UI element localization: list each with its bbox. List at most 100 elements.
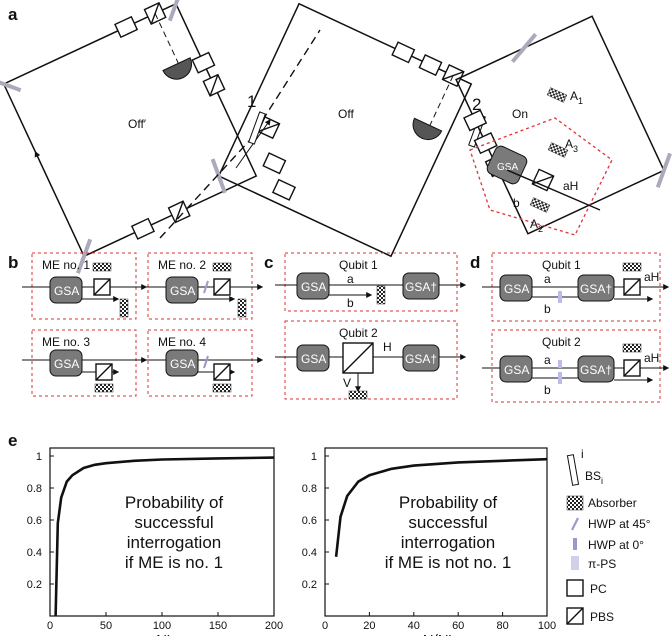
annotation-line: successful xyxy=(408,513,487,532)
gsa-c1: GSA xyxy=(301,280,326,294)
panel-a-label: a xyxy=(8,5,18,24)
x-tick-label: 50 xyxy=(100,620,112,632)
gsadag-c1: GSA† xyxy=(405,280,437,294)
panel-b-label: b xyxy=(8,253,18,272)
me3-gsa: GSA xyxy=(54,357,79,371)
annotation-line: successful xyxy=(134,513,213,532)
annotation-line: if ME is not no. 1 xyxy=(385,553,512,572)
legend-pc-swatch xyxy=(566,579,584,597)
x-axis-label: N′ xyxy=(155,632,170,636)
x-tick-label: 20 xyxy=(363,620,375,632)
x-tick-label: 100 xyxy=(153,620,171,632)
ah-label-a: aH xyxy=(563,179,578,193)
me4-box: ME no. 4 GSA xyxy=(138,329,264,397)
panel-b: b ME no. 1 GSA ME no. 2 GSA xyxy=(8,252,264,397)
plot-frame xyxy=(49,447,275,617)
a2-label: A2 xyxy=(530,217,543,234)
a-label-c: a xyxy=(347,272,354,286)
b-label-d2: b xyxy=(544,383,551,397)
gsa-d1: GSA xyxy=(504,282,529,296)
annotation-line: Probability of xyxy=(125,493,224,512)
qubit2-label-d: Qubit 2 xyxy=(542,335,581,349)
plot-ME-no1: 0 50 100 150 200 0.2 0.4 0.6 0.8 1 N′ Probability o… xyxy=(27,447,283,636)
interferometer-off xyxy=(210,2,473,258)
y-tick-label: 0.4 xyxy=(27,547,42,559)
x-tick-label: 0 xyxy=(322,620,328,632)
a1-label: A1 xyxy=(570,89,583,106)
me2-box: ME no. 2 GSA xyxy=(138,252,264,320)
x-tick-label: 80 xyxy=(496,620,508,632)
beamsplitter-1 xyxy=(248,111,266,145)
me2-gsa: GSA xyxy=(170,284,195,298)
beamsplitter-2-label: 2 xyxy=(472,95,481,114)
me1-box: ME no. 1 GSA xyxy=(22,252,148,320)
me3-label: ME no. 3 xyxy=(42,335,90,349)
annotation-line: interrogation xyxy=(127,533,222,552)
interferometer-on xyxy=(455,15,672,235)
a3-label: A3 xyxy=(565,137,578,154)
interferometer-off-prime xyxy=(0,0,258,274)
x-axis-label: N/N′ xyxy=(422,632,452,636)
me1-label: ME no. 1 xyxy=(42,258,90,272)
v-label-c: V xyxy=(343,376,351,390)
annotation-line: Probability of xyxy=(399,493,498,512)
gsa-inset-box xyxy=(469,117,613,236)
b-label-a: b xyxy=(513,196,520,210)
qubit1-label-d: Qubit 1 xyxy=(542,258,581,272)
y-tick-label: 0.8 xyxy=(27,483,42,495)
y-tick-label: 0.2 xyxy=(302,579,317,591)
plot-ME-not-no1: 0 20 40 60 80 100 0.2 0.4 0.6 0.8 1 N/N′ Probability… xyxy=(302,447,556,636)
a-label-d1: a xyxy=(544,272,551,286)
qubit2-box-c: Qubit 2 GSA GSA† H V xyxy=(275,320,467,400)
x-tick-label: 60 xyxy=(452,620,464,632)
annotation-line: if ME is no. 1 xyxy=(125,553,223,572)
y-tick-label: 0.4 xyxy=(302,547,317,559)
legend-bs-swatch xyxy=(566,454,580,486)
legend: BSi i Absorber HWP at 45° HWP at 0° π-PS… xyxy=(566,447,651,625)
qubit1-box-c: Qubit 1 GSA GSA† a b xyxy=(275,252,467,312)
plot-frame xyxy=(324,447,548,617)
panel-c-label: c xyxy=(264,253,273,272)
on-label: On xyxy=(512,107,528,121)
beamsplitter-1-label: 1 xyxy=(247,92,256,111)
b-label-c: b xyxy=(347,296,354,310)
qubit2-box-d: Qubit 2 GSA GSA† a b aH xyxy=(482,329,670,403)
legend-absorber: Absorber xyxy=(588,496,637,510)
series-line xyxy=(54,456,275,617)
gsadag-c2: GSA† xyxy=(405,352,437,366)
gsa-c2: GSA xyxy=(301,352,326,366)
me1-gsa: GSA xyxy=(54,284,79,298)
me4-gsa: GSA xyxy=(170,357,195,371)
panel-d-label: d xyxy=(470,253,480,272)
series-line xyxy=(334,457,548,557)
legend-hwp45-swatch xyxy=(571,517,579,531)
b-label-d1: b xyxy=(544,302,551,316)
y-tick-label: 0.2 xyxy=(27,579,42,591)
off-prime-label: Off′ xyxy=(128,117,147,131)
qubit1-label-c: Qubit 1 xyxy=(339,258,378,272)
annotation-line: interrogation xyxy=(401,533,496,552)
ah-label-d2: aH xyxy=(644,351,659,365)
panel-c: c Qubit 1 GSA GSA† a b Qubit 2 GSA GSA† xyxy=(264,252,467,400)
x-tick-label: 150 xyxy=(209,620,227,632)
gsadag-d2: GSA† xyxy=(580,363,612,377)
x-tick-label: 100 xyxy=(538,620,556,632)
gsadag-d1: GSA† xyxy=(580,282,612,296)
me4-label: ME no. 4 xyxy=(158,335,206,349)
y-tick-label: 1 xyxy=(36,451,42,463)
y-tick-label: 0.6 xyxy=(302,515,317,527)
legend-hwp0-swatch xyxy=(573,538,577,550)
panel-d: d Qubit 1 GSA GSA† a b aH Qubit 2 GSA GS xyxy=(470,252,670,403)
x-tick-label: 200 xyxy=(265,620,283,632)
legend-hwp0: HWP at 0° xyxy=(588,538,644,552)
panel-e-label: e xyxy=(8,431,17,450)
legend-bs-sup: i xyxy=(581,447,584,461)
qubit2-label-c: Qubit 2 xyxy=(339,326,378,340)
legend-pc: PC xyxy=(590,582,607,596)
x-tick-label: 0 xyxy=(47,620,53,632)
a-label-d2: a xyxy=(544,353,551,367)
qubit1-box-d: Qubit 1 GSA GSA† a b aH xyxy=(482,252,670,322)
legend-pips-swatch xyxy=(571,556,579,570)
legend-pbs: PBS xyxy=(590,610,614,624)
